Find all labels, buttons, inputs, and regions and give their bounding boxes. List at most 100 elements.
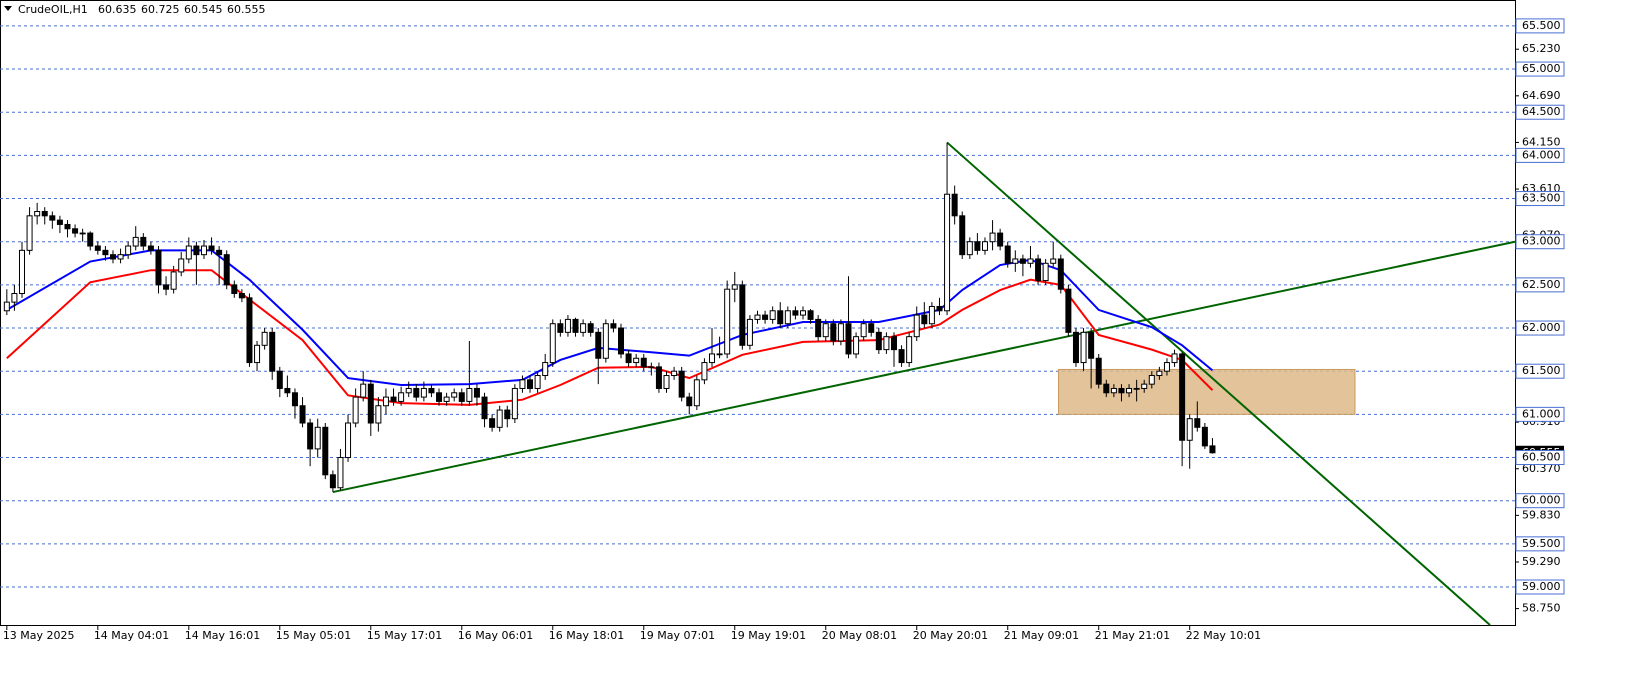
candle-body [511,387,518,420]
candle-body [746,318,753,346]
candle-body [489,418,496,428]
candle-body [519,379,526,389]
candle-body [208,245,215,251]
candle-body [913,314,920,338]
candle-body [837,323,844,342]
candle-body [739,284,746,346]
candle-body [102,249,109,256]
candle-body [1027,258,1034,264]
candle-body [1209,445,1216,454]
candle-body [1080,331,1087,364]
candle-body [663,375,670,389]
candle-body [936,305,943,312]
level-box [1515,18,1565,34]
candle-body [329,474,336,489]
candle-body [428,387,435,394]
candle-body [443,396,450,402]
candle-body [580,323,587,333]
candle-body [799,310,806,316]
candle-body [109,254,116,260]
candle-body [534,375,541,389]
level-box [1515,277,1565,293]
candle-body [269,331,276,372]
moving-average [6,269,1214,406]
candle-body [769,310,776,320]
candle-body [1148,375,1155,385]
candle-body [618,327,625,355]
candle-body [610,323,617,329]
candle-body [1201,426,1208,447]
candle-body [1004,245,1011,264]
candle-body [860,323,867,338]
candle-body [928,305,935,325]
candle-body [1042,262,1049,282]
candle-body [602,323,609,359]
candle-body [815,318,822,338]
candle-body [989,232,996,243]
candle-body [473,387,480,398]
candle-body [155,249,162,286]
candle-body [163,284,170,290]
header-close: 60.555 [227,3,266,16]
candle-body [1050,258,1057,264]
candle-body [966,241,973,256]
candle-body [56,219,63,225]
level-box [1515,234,1565,250]
candle-body [686,396,693,407]
level-box [1515,104,1565,120]
candle-body [822,323,829,338]
candle-body [1019,258,1026,264]
candle-body [792,310,799,316]
candle-body [1194,418,1201,428]
x-tick-label: 16 May 18:01 [549,629,624,642]
candle-body [390,396,397,402]
candle-body [542,362,549,377]
candle-body [587,323,594,333]
candle-body [11,293,18,303]
candle-body [671,370,678,377]
candle-body [1095,357,1102,385]
level-label: 63.500 [1522,192,1561,205]
candle-body [1035,258,1042,282]
candle-body [898,349,905,364]
candle-body [853,336,860,355]
candle-body [564,318,571,333]
candle-body [413,387,420,398]
data-layer [3,141,1516,626]
level-box [1515,493,1565,509]
candle-body [1103,383,1110,394]
candle-body [974,241,981,251]
candle-body [238,293,245,299]
axis-layer: 65.23064.69064.15063.61063.07060.91060.3… [3,18,1565,642]
candle-body [481,396,488,420]
candle-body [951,193,958,217]
candle-body [1110,387,1117,394]
candle-body [1012,258,1019,264]
candle-body [132,236,139,247]
candle-body [117,254,124,260]
level-box [1515,450,1565,466]
menu-triangle[interactable] [4,6,12,11]
candle-body [185,245,192,260]
candle-body [1057,258,1064,290]
level-label: 64.000 [1522,148,1561,161]
candle-body [777,310,784,325]
candle-body [1186,418,1193,441]
candle-body [322,426,329,476]
candle-body [504,409,511,420]
y-tick-label: 59.290 [1522,555,1561,568]
candle-body [223,254,230,286]
candle-body [291,392,298,407]
y-tick-label: 64.150 [1522,135,1561,148]
candle-body [1156,370,1163,377]
x-tick-label: 21 May 09:01 [1004,629,1079,642]
candle-body [254,344,261,364]
x-tick-label: 15 May 17:01 [367,629,442,642]
candle-body [26,215,33,251]
candle-body [360,383,367,398]
candle-body [595,331,602,359]
grid-layer [0,25,1515,588]
candle-body [352,396,359,424]
x-tick-label: 19 May 07:01 [640,629,715,642]
candle-body [1141,383,1148,389]
